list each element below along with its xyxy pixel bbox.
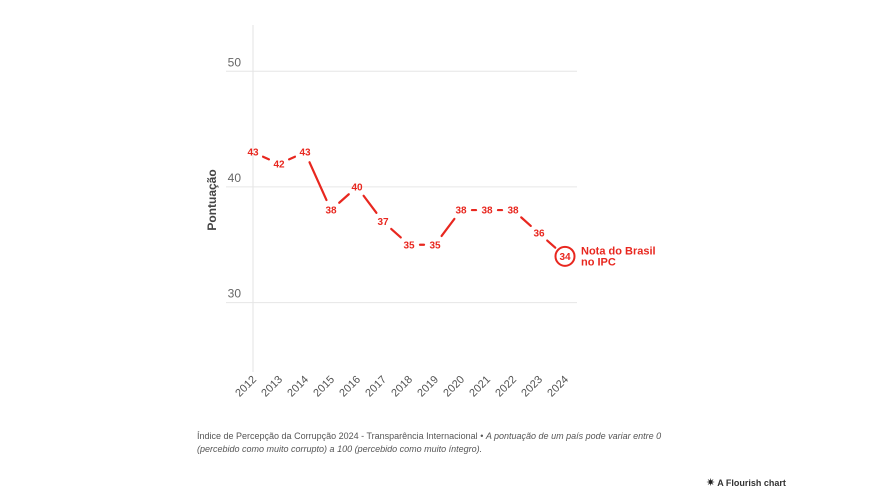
separator: •: [477, 431, 486, 441]
data-label: 38: [455, 206, 467, 217]
data-label: 43: [247, 148, 259, 159]
y-axis-ticks: 30 40 50: [228, 55, 242, 300]
flourish-credit[interactable]: ✷ A Flourish chart: [706, 476, 786, 489]
series-segment: [338, 193, 350, 204]
series-segment: [287, 155, 297, 161]
x-tick-label: 2013: [259, 374, 285, 400]
x-tick-label: 2016: [337, 374, 363, 400]
x-tick-label: 2018: [389, 374, 415, 400]
source-text: Índice de Percepção da Corrupção 2024 - …: [197, 431, 478, 441]
data-label: 38: [325, 206, 337, 217]
data-labels: 43 42 43 38 40 37 35 35 38 38 38 36 34: [247, 148, 571, 263]
series-segment: [546, 239, 557, 249]
x-axis-ticks: 2012 2013 2014 2015 2016 2017 2018 2019 2020 2021…: [233, 374, 571, 400]
flourish-star-icon: ✷: [706, 476, 716, 489]
y-axis-label: Pontuação: [205, 169, 219, 230]
x-tick-label: 2021: [467, 374, 493, 400]
highlight-circle: [554, 245, 576, 267]
x-tick-label: 2020: [441, 374, 467, 400]
y-tick-label: 30: [228, 287, 242, 301]
data-label: 36: [533, 229, 545, 240]
data-label: 40: [351, 182, 363, 193]
gridlines: [226, 25, 577, 372]
data-label: 38: [481, 206, 493, 217]
y-tick-label: 50: [228, 55, 242, 69]
series-line: [261, 155, 557, 249]
data-label: 35: [403, 240, 415, 251]
data-label: 37: [377, 217, 389, 228]
x-tick-label: 2014: [285, 374, 311, 400]
y-tick-label: 40: [228, 171, 242, 185]
annotation-line-2: no IPC: [581, 256, 616, 268]
series-segment: [261, 155, 271, 161]
x-tick-label: 2017: [363, 374, 389, 400]
series-segment: [440, 217, 456, 238]
data-label: 35: [429, 240, 441, 251]
chart-footer: Índice de Percepção da Corrupção 2024 - …: [197, 430, 667, 456]
series-segment: [362, 194, 378, 214]
x-tick-label: 2012: [233, 374, 259, 400]
footer-note: A pontuação de um país pode variar entre…: [197, 431, 662, 454]
data-label: 34: [559, 252, 571, 263]
series-segment: [520, 216, 532, 227]
credit-text: A Flourish chart: [717, 478, 786, 488]
series-segment: [308, 161, 328, 202]
annotation-line-1: Nota do Brasil: [581, 245, 656, 257]
data-label: 42: [273, 159, 285, 170]
x-tick-label: 2019: [415, 374, 441, 400]
x-tick-label: 2022: [493, 374, 519, 400]
data-label: 43: [299, 148, 311, 159]
x-tick-label: 2015: [311, 374, 337, 400]
x-tick-label: 2023: [519, 374, 545, 400]
x-tick-label: 2024: [545, 374, 571, 400]
series-segment: [390, 227, 402, 239]
data-label: 38: [507, 206, 519, 217]
